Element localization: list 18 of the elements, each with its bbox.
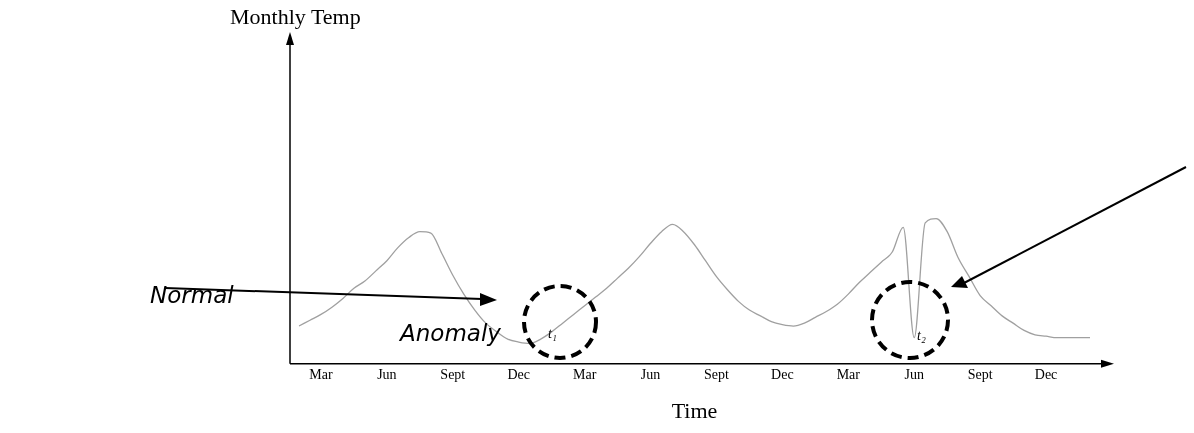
x-tick-label: Mar	[572, 366, 597, 382]
text: Monthly Temp	[230, 3, 361, 29]
x-tick-label: Sept	[440, 366, 466, 382]
x-tick-label: Mar	[309, 366, 333, 382]
annotation: Anomaly	[398, 319, 502, 346]
x-tick-label: Sept	[704, 366, 730, 382]
x-tick-label: Jun	[640, 366, 661, 382]
text: Normal	[150, 281, 235, 308]
annotation: t₂	[917, 327, 926, 343]
x-axis-title: Time	[671, 397, 718, 423]
x-tick-label: Dec	[1034, 366, 1058, 382]
x-tick-label: Jun	[904, 366, 924, 382]
annotation: t₁	[548, 325, 557, 341]
x-tick-label: Mar	[836, 366, 861, 382]
x-tick-label: Dec	[771, 366, 794, 382]
x-tick-label: Sept	[967, 366, 993, 382]
x-tick-label: Dec	[507, 366, 530, 382]
x-tick-label: Jun	[377, 366, 397, 382]
